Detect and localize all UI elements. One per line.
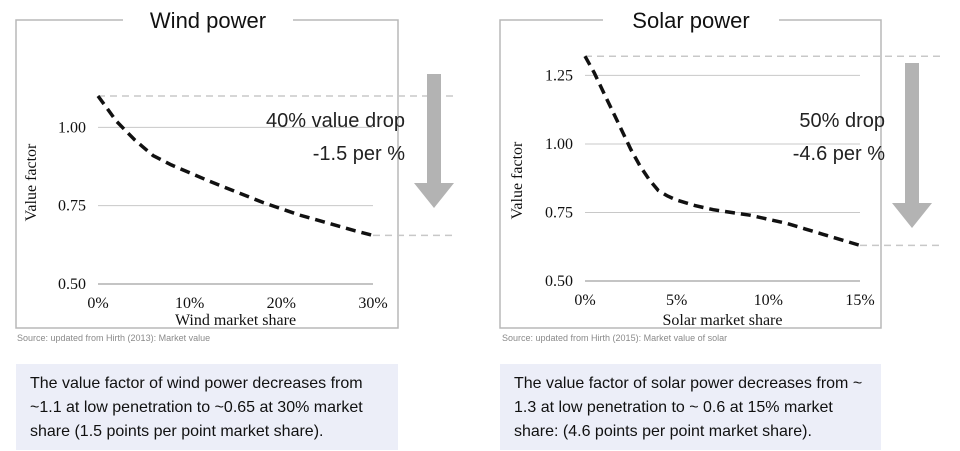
wind-panel: Wind power 0.50 0.75 1.00 0% 10% 20% 30% Value f… (15, 2, 455, 450)
wind-title-background (123, 2, 293, 36)
wind-chart: Wind power 0.50 0.75 1.00 0% 10% 20% 30% Value f… (15, 2, 455, 329)
solar-y-tick-label: 1.00 (545, 136, 573, 153)
solar-title-background (603, 2, 779, 36)
solar-y-tick-label: 1.25 (545, 67, 573, 84)
solar-x-tick-label: 0% (574, 292, 595, 309)
wind-y-axis-label: Value factor (23, 143, 40, 221)
wind-y-tick-label: 0.75 (58, 198, 86, 215)
wind-y-tick-label: 1.00 (58, 119, 86, 136)
solar-y-tick-label: 0.50 (545, 273, 573, 290)
solar-annotation-drop: 50% drop (799, 110, 885, 132)
wind-down-arrow-icon (414, 74, 454, 208)
solar-down-arrow-icon (892, 63, 932, 228)
wind-title: Wind power (150, 8, 266, 33)
wind-annotation-rate: -1.5 per % (313, 143, 405, 165)
solar-annotation-rate: -4.6 per % (793, 143, 885, 165)
wind-source: Source: updated from Hirth (2013): Marke… (17, 333, 211, 343)
solar-x-tick-label: 10% (754, 292, 783, 309)
solar-y-tick-label: 0.75 (545, 204, 573, 221)
wind-value-factor-line (96, 94, 374, 238)
wind-annotation-drop: 40% value drop (266, 110, 405, 132)
solar-panel: Solar power 0.50 0.75 1.00 1.25 0% 5% 10% 15% Val… (480, 0, 960, 451)
wind-x-tick-label: 0% (87, 295, 108, 312)
wind-note: The value factor of wind power decreases… (16, 364, 398, 450)
solar-x-axis-label: Solar market share (663, 312, 783, 329)
solar-chart: Solar power 0.50 0.75 1.00 1.25 0% 5% 10% 15% Val… (499, 2, 940, 329)
solar-note: The value factor of solar power decrease… (500, 364, 881, 450)
solar-value-factor-line (583, 55, 861, 248)
solar-x-tick-label: 5% (666, 292, 687, 309)
wind-x-tick-label: 20% (267, 295, 296, 312)
wind-x-tick-label: 30% (358, 295, 387, 312)
wind-y-tick-label: 0.50 (58, 276, 86, 293)
solar-source: Source: updated from Hirth (2015): Marke… (502, 333, 728, 343)
solar-x-tick-label: 15% (845, 292, 874, 309)
wind-x-axis-label: Wind market share (175, 312, 296, 329)
solar-title: Solar power (632, 8, 749, 33)
wind-x-tick-label: 10% (175, 295, 204, 312)
solar-y-axis-label: Value factor (509, 141, 526, 219)
